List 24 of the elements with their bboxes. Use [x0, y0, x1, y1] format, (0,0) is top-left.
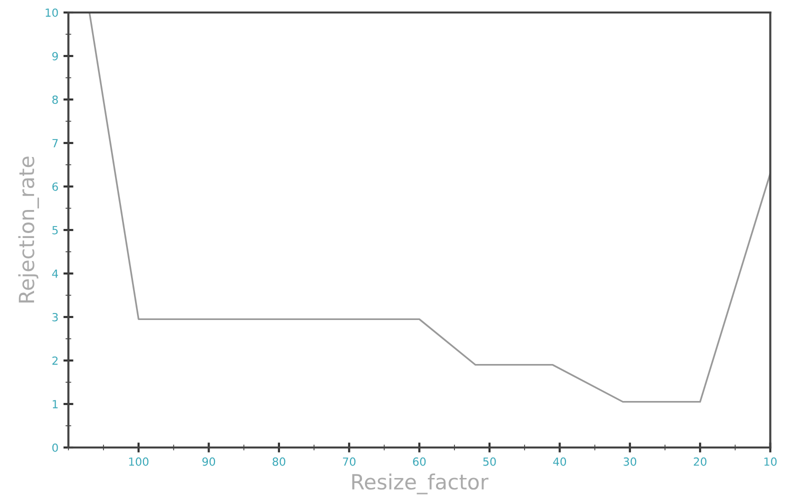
x-tick-label: 30 — [624, 457, 636, 466]
x-tick-label: 20 — [694, 457, 706, 466]
y-tick-label: 2 — [52, 356, 58, 365]
x-tick-label: 70 — [342, 457, 356, 466]
x-tick-label: 90 — [202, 457, 216, 466]
y-tick-label: 0 — [52, 443, 58, 452]
x-axis-title: Resize_factor — [352, 474, 488, 494]
x-tick-label: 40 — [553, 457, 566, 466]
y-tick-label: 5 — [52, 226, 58, 234]
y-tick-label: 3 — [52, 312, 58, 322]
x-tick-label: 80 — [272, 457, 286, 466]
y-axis-title: Rejection_rate — [18, 156, 39, 302]
y-tick-label: 9 — [52, 52, 58, 60]
y-tick-label: 4 — [52, 270, 58, 278]
y-tick-label: 8 — [52, 95, 58, 104]
y-tick-label: 10 — [46, 8, 58, 17]
line-series — [88, 12, 770, 403]
y-tick-label: 7 — [52, 139, 58, 148]
x-tick-label: 60 — [413, 457, 426, 466]
x-tick-label: 10 — [764, 457, 777, 466]
x-tick-label: 50 — [483, 457, 496, 466]
x-tick-label: 100 — [129, 457, 148, 466]
y-tick-label: 6 — [52, 182, 58, 191]
y-tick-label: 1 — [52, 400, 58, 408]
